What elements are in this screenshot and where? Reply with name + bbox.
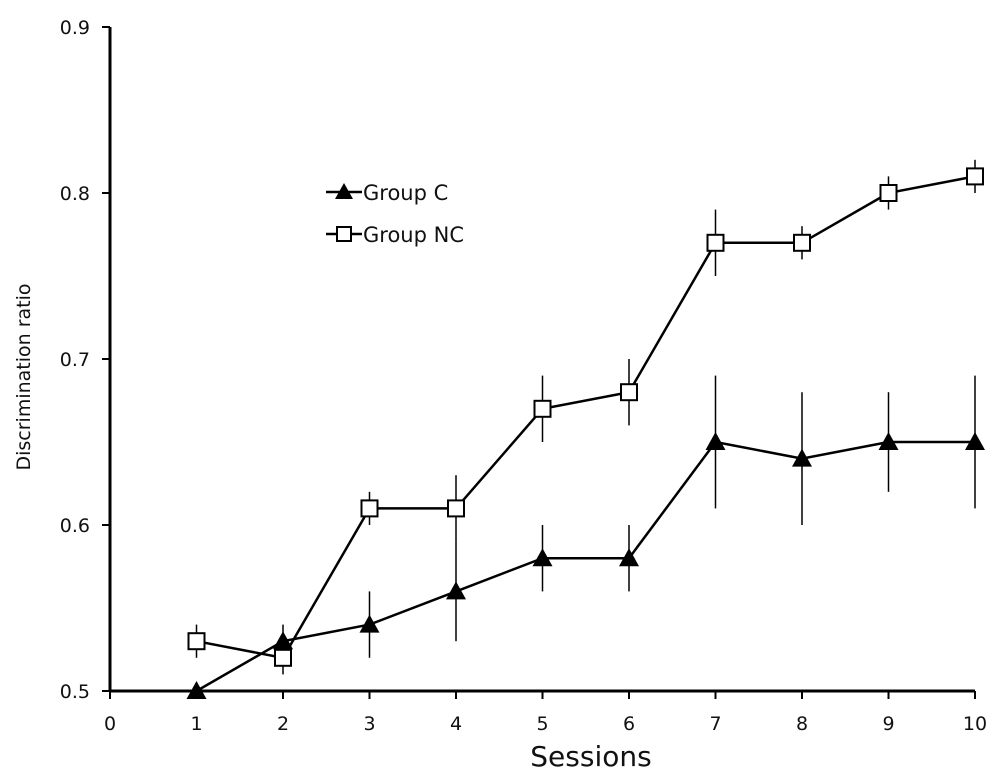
- legend-entry-group-c: Group C: [326, 181, 448, 205]
- y-tick-label: 0.5: [60, 681, 90, 703]
- data-point-group-c: [706, 432, 726, 450]
- data-point-group-nc: [189, 633, 205, 649]
- y-tick-label: 0.8: [60, 183, 90, 205]
- x-tick-label: 7: [709, 713, 721, 735]
- x-tick-label: 2: [277, 713, 289, 735]
- data-point-group-nc: [621, 384, 637, 400]
- y-tick-label: 0.7: [60, 349, 90, 371]
- data-point-group-nc: [362, 500, 378, 516]
- x-tick-label: 9: [882, 713, 894, 735]
- series-line-group-c: [197, 442, 976, 691]
- x-tick-label: 10: [963, 713, 987, 735]
- ticks: 0 1 2 3 4 5 6 7 8 9 10 0.5 0.6 0.7 0.8 0.9: [60, 17, 987, 735]
- data-point-group-nc: [708, 235, 724, 251]
- x-tick-label: 4: [450, 713, 462, 735]
- x-tick-label: 0: [104, 713, 116, 735]
- data-point-group-nc: [967, 168, 983, 184]
- x-tick-label: 1: [190, 713, 202, 735]
- data-point-group-nc: [535, 401, 551, 417]
- y-tick-label: 0.6: [60, 515, 90, 537]
- y-tick-label: 0.9: [60, 17, 90, 39]
- legend-label-group-c: Group C: [363, 181, 448, 205]
- legend-entry-group-nc: Group NC: [326, 223, 464, 247]
- error-bars: [197, 160, 976, 675]
- x-tick-label: 8: [796, 713, 808, 735]
- series-lines: [197, 176, 976, 691]
- data-point-group-c: [446, 581, 466, 599]
- data-point-group-nc: [794, 235, 810, 251]
- x-tick-label: 3: [363, 713, 375, 735]
- x-tick-label: 5: [536, 713, 548, 735]
- data-point-group-nc: [448, 500, 464, 516]
- x-axis-title: Sessions: [530, 740, 651, 773]
- x-tick-label: 6: [623, 713, 635, 735]
- legend-label-group-nc: Group NC: [363, 223, 464, 247]
- data-point-group-nc: [275, 650, 291, 666]
- legend: Group C Group NC: [326, 181, 464, 247]
- data-point-group-c: [360, 615, 380, 633]
- data-point-group-nc: [881, 185, 897, 201]
- y-axis-title: Discrimination ratio: [13, 283, 35, 470]
- series-line-group-nc: [197, 176, 976, 657]
- legend-marker-group-nc: [337, 227, 351, 241]
